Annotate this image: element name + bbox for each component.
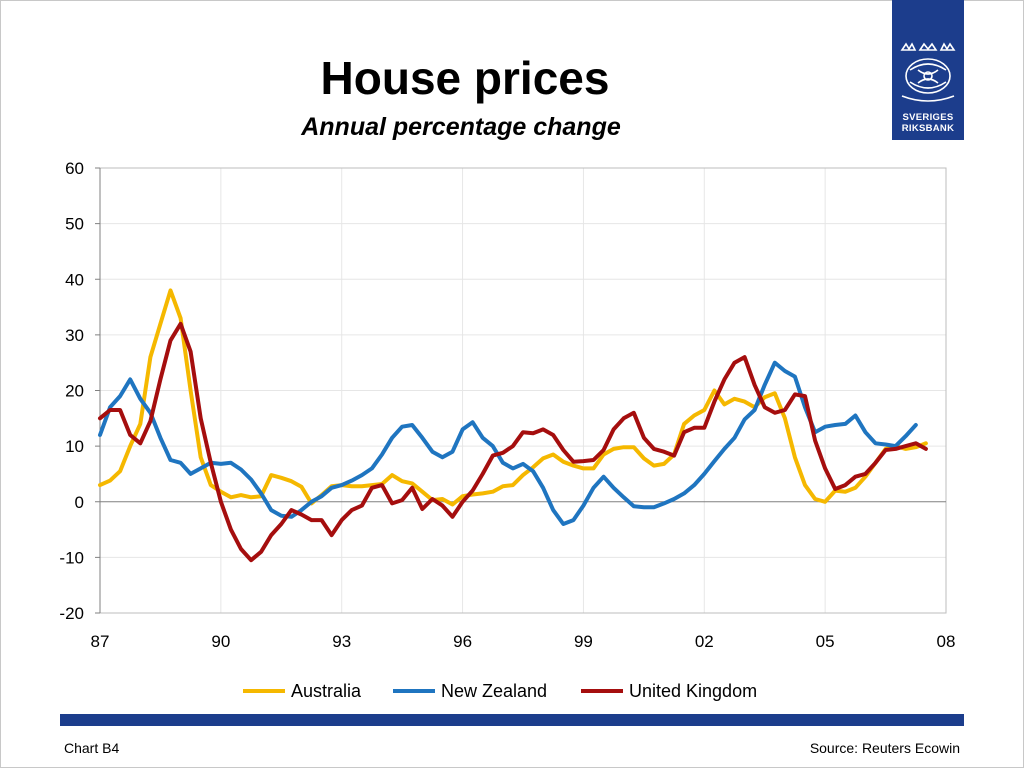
series-line-australia [98,288,928,507]
series-line-new-zealand [98,360,918,526]
x-tick-label: 02 [695,632,714,651]
legend-swatch-new-zealand [393,689,435,693]
source-note: Source: Reuters Ecowin [809,740,960,756]
x-tick-label: 90 [211,632,230,651]
series-line-united-kingdom [98,321,928,563]
legend-label-new-zealand: New Zealand [441,681,548,701]
y-tick-label: 50 [65,215,84,234]
y-tick-label: 60 [65,159,84,178]
x-tick-label: 08 [937,632,956,651]
logo-line1: SVERIGES [902,112,954,123]
chart-title: House prices [320,52,610,104]
y-tick-label: 0 [75,493,84,512]
x-tick-label: 99 [574,632,593,651]
y-tick-label: 40 [65,270,84,289]
footer-bar [60,714,964,726]
x-tick-label: 87 [91,632,110,651]
y-tick-label: 20 [65,382,84,401]
y-tick-label: 10 [65,437,84,456]
y-tick-label: -10 [59,548,84,567]
y-tick-label: 30 [65,326,84,345]
x-tick-label: 05 [816,632,835,651]
logo-line2: RIKSBANK [901,123,955,134]
crown-crest-icon [900,42,956,102]
chart-number: Chart B4 [64,740,120,756]
legend-label-united-kingdom: United Kingdom [629,681,758,701]
chart-subtitle: Annual percentage change [301,113,621,141]
legend: Australia New Zealand United Kingdom [0,678,1024,704]
legend-swatch-united-kingdom [581,689,623,693]
axes: 60 50 40 30 20 10 0 -10 -20 87 90 93 96 99 02 05 08 [59,159,955,651]
legend-label-australia: Australia [291,681,362,701]
series-lines [98,288,928,563]
line-chart: 60 50 40 30 20 10 0 -10 -20 87 90 93 96 99 02 05 08 [59,159,955,651]
x-tick-label: 93 [332,632,351,651]
y-tick-label: -20 [59,604,84,623]
riksbank-logo: SVERIGES RIKSBANK [892,0,964,140]
legend-swatch-australia [243,689,285,693]
x-tick-label: 96 [453,632,472,651]
gridlines [99,167,947,614]
